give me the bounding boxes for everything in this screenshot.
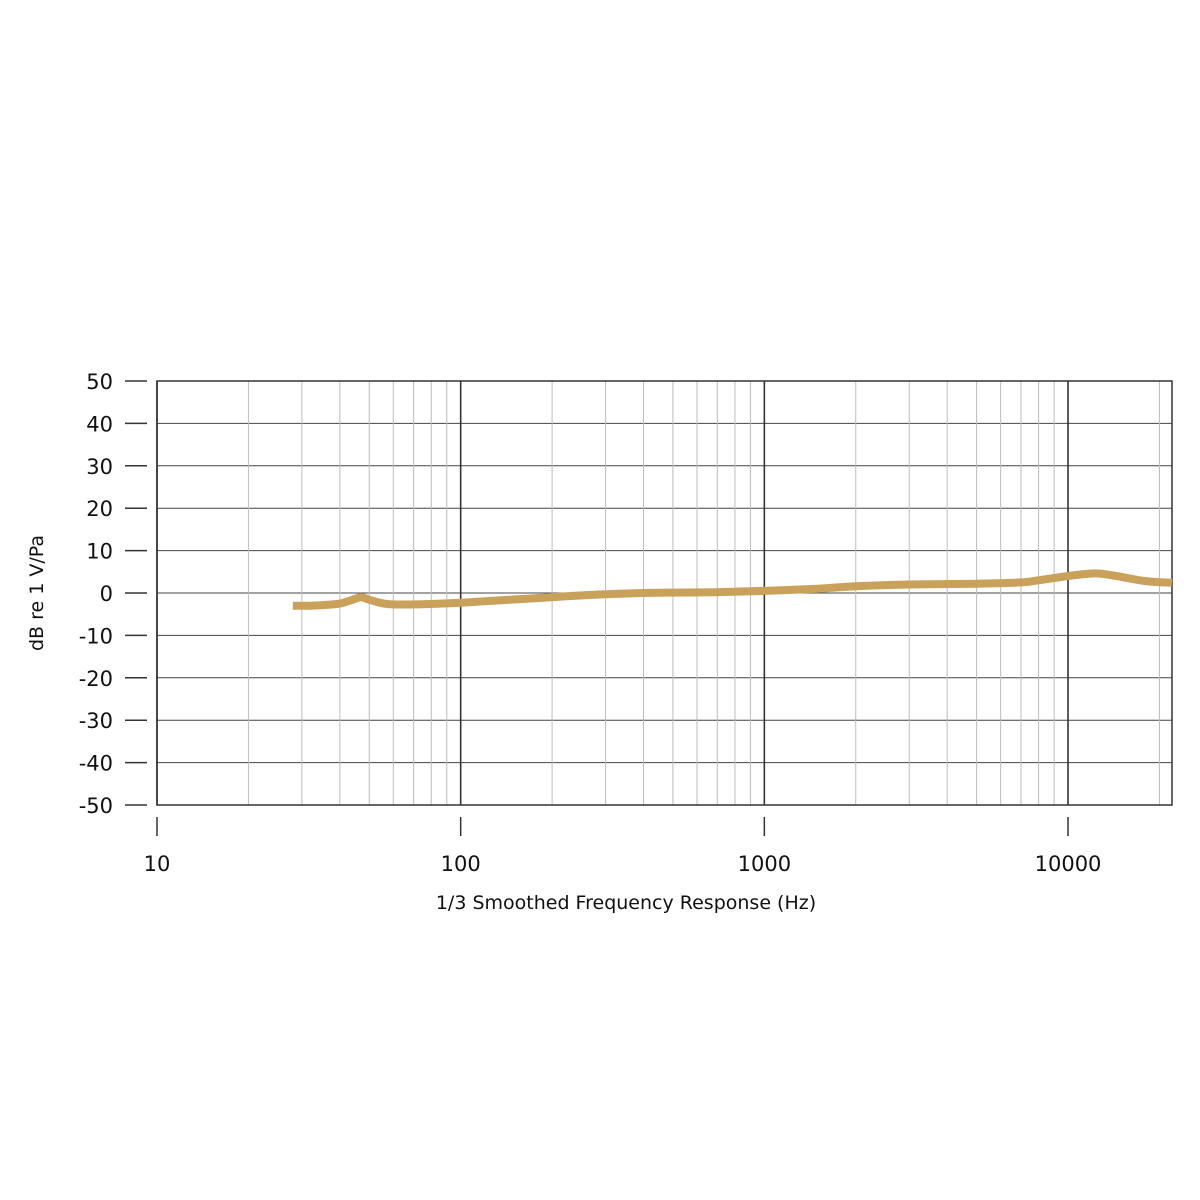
y-axis-title: dB re 1 V/Pa (26, 535, 48, 651)
x-axis-title: 1/3 Smoothed Frequency Response (Hz) (436, 892, 816, 914)
y-tick-label: 20 (86, 497, 113, 521)
x-tick-label: 10 (144, 852, 171, 876)
y-tick-label: 40 (86, 412, 113, 436)
y-tick-label: -40 (79, 752, 113, 776)
y-tick-label: 0 (100, 582, 113, 606)
plot-frame (156, 380, 1173, 806)
series (292, 569, 1173, 610)
y-tick-label: -10 (79, 624, 113, 648)
y-tick-label: -20 (79, 667, 113, 691)
x-tick-label: 10000 (1035, 852, 1102, 876)
x-tick-label: 1000 (738, 852, 791, 876)
y-tick-label: -30 (79, 709, 113, 733)
x-tick-label: 100 (441, 852, 481, 876)
y-tick-label: 10 (86, 540, 113, 564)
y-tick-label: 50 (86, 370, 113, 394)
y-tick-label: 30 (86, 455, 113, 479)
series-line (292, 569, 1173, 610)
y-tick-label: -50 (79, 794, 113, 818)
